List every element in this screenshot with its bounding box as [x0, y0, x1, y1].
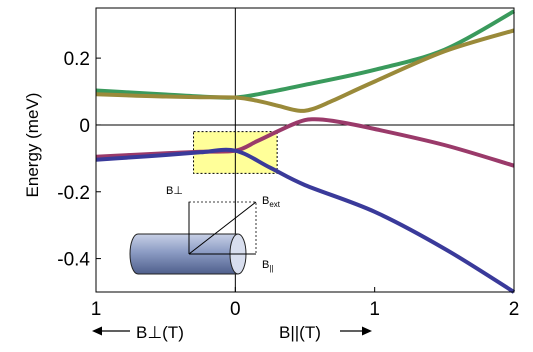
series-line-1 — [95, 9, 515, 100]
plot-frame — [95, 7, 515, 293]
x-tick-label: 1 — [369, 299, 380, 320]
series-line-2 — [95, 28, 515, 113]
y-axis-ticks: 0.2 0 -0.2 -0.4 — [57, 49, 101, 271]
x-tick-label: 0 — [230, 299, 241, 320]
series-line-3 — [95, 117, 515, 168]
b-par-label: B|| — [262, 259, 274, 273]
b-ext-label-sub: ext — [269, 200, 280, 209]
series-layer — [95, 9, 516, 294]
series-line-4 — [95, 147, 516, 294]
y-tick-label: -0.4 — [57, 250, 90, 271]
b-par-label-sub: || — [269, 264, 273, 273]
x-axis-title-par: B||(T) — [279, 323, 321, 342]
b-ext-label-main: B — [262, 195, 269, 207]
y-tick-label: -0.2 — [57, 183, 90, 204]
y-axis-title: Energy (meV) — [23, 93, 42, 198]
x-left-arrow-head — [92, 326, 102, 336]
x-tick-label: 1 — [91, 299, 102, 320]
b-ext-label: Bext — [262, 195, 281, 209]
b-perp-label: B⊥ — [166, 185, 183, 197]
y-tick-label: 0.2 — [64, 49, 90, 70]
x-right-arrow-head — [362, 326, 372, 336]
x-tick-label: 2 — [509, 299, 520, 320]
b-ext-vector — [188, 201, 257, 255]
nanowire-body — [129, 233, 239, 275]
x-axis-ticks: 1 0 1 2 — [91, 287, 520, 320]
b-par-label-main: B — [262, 259, 269, 271]
inset-schematic: B⊥ Bext B|| — [129, 185, 281, 275]
x-axis-title-perp: B⊥(T) — [136, 323, 184, 342]
y-tick-label: 0 — [79, 116, 90, 137]
